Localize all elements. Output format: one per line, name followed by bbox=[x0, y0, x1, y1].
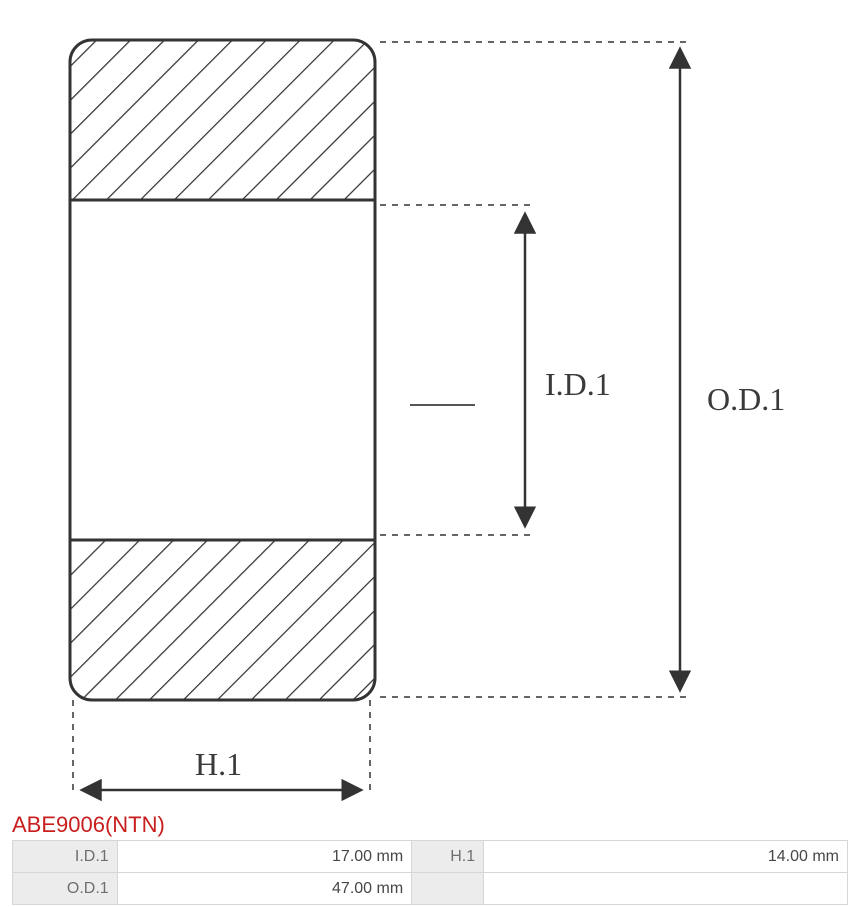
table-row: O.D.1 47.00 mm bbox=[13, 873, 848, 905]
spec-value bbox=[484, 873, 848, 905]
top-hatch bbox=[70, 40, 375, 200]
table-row: I.D.1 17.00 mm H.1 14.00 mm bbox=[13, 841, 848, 873]
spec-value: 14.00 mm bbox=[484, 841, 848, 873]
id1-label: I.D.1 bbox=[545, 366, 611, 402]
bearing-cross-section-diagram: O.D.1 I.D.1 H.1 bbox=[0, 0, 848, 810]
spec-label bbox=[412, 873, 484, 905]
spec-label: H.1 bbox=[412, 841, 484, 873]
dimensions-table: I.D.1 17.00 mm H.1 14.00 mm O.D.1 47.00 … bbox=[12, 840, 848, 905]
diagram-svg: O.D.1 I.D.1 H.1 bbox=[0, 0, 848, 810]
spec-value: 47.00 mm bbox=[117, 873, 411, 905]
spec-label: O.D.1 bbox=[13, 873, 118, 905]
bottom-hatch bbox=[70, 540, 375, 700]
od1-label: O.D.1 bbox=[707, 381, 785, 417]
spec-value: 17.00 mm bbox=[117, 841, 411, 873]
h1-label: H.1 bbox=[195, 746, 242, 782]
spec-label: I.D.1 bbox=[13, 841, 118, 873]
part-number-title: ABE9006(NTN) bbox=[12, 812, 165, 838]
